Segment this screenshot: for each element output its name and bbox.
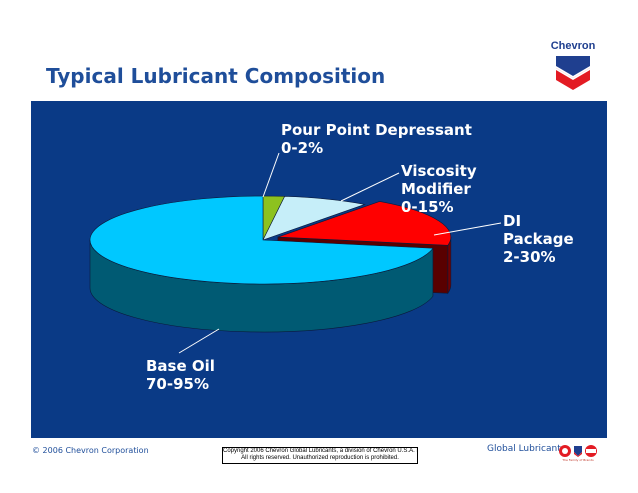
footer-copyright-corp: © 2006 Chevron Corporation <box>32 446 149 455</box>
slice-label-1: Viscosity Modifier 0-15% <box>401 162 477 216</box>
footer-division: Global Lubricants <box>487 444 566 454</box>
pie-chart: Pour Point Depressant 0-2% Viscosity Modifi… <box>89 121 574 393</box>
slice-label-line: 70-95% <box>146 375 209 393</box>
logo-text: Chevron <box>550 40 596 52</box>
slice-label-line: Package <box>503 230 574 248</box>
slice-label-3: Base Oil 70-95% <box>146 357 215 393</box>
slide-title: Typical Lubricant Composition <box>46 64 386 88</box>
leader-line-1 <box>340 172 400 202</box>
slice-label-2: DI Package 2-30% <box>503 212 574 266</box>
pie-slice-side-2 <box>447 237 452 295</box>
pie-slices <box>89 195 452 333</box>
slice-label-0: Pour Point Depressant 0-2% <box>281 121 472 157</box>
chart-panel: Pour Point Depressant 0-2% Viscosity Modifi… <box>31 101 607 438</box>
pie-slice-3 <box>89 195 434 285</box>
leader-lines <box>178 152 502 354</box>
brand-tagline: The Family of Brands <box>562 458 594 462</box>
brand-logos: The Family of Brands <box>558 443 598 465</box>
pie-slice-2 <box>277 201 452 246</box>
slice-label-line: Pour Point Depressant <box>281 121 472 139</box>
chevron-emblem-icon <box>556 56 590 90</box>
pie-slice-1 <box>262 196 366 241</box>
brand-marks-icon <box>559 445 597 457</box>
leader-line-3 <box>178 328 220 354</box>
slice-labels: Pour Point Depressant 0-2% Viscosity Modifi… <box>146 121 574 393</box>
leader-line-2 <box>433 222 502 236</box>
leader-line-0 <box>262 152 280 198</box>
slice-label-line: 2-30% <box>503 248 556 266</box>
slice-label-line: DI <box>503 212 521 230</box>
copyright-notice: Copyright 2006 Chevron Global Lubricants… <box>222 447 418 464</box>
slice-label-line: Modifier <box>401 180 471 198</box>
slice-label-line: 0-2% <box>281 139 323 157</box>
slice-label-line: Viscosity <box>401 162 477 180</box>
copyright-line-1: Copyright 2006 Chevron Global Lubricants… <box>223 448 418 454</box>
slice-label-line: Base Oil <box>146 357 215 375</box>
slice-label-line: 0-15% <box>401 198 454 216</box>
copyright-line-2: All rights reserved. Unauthorized reprod… <box>241 455 399 461</box>
chevron-logo: Chevron <box>548 40 598 96</box>
